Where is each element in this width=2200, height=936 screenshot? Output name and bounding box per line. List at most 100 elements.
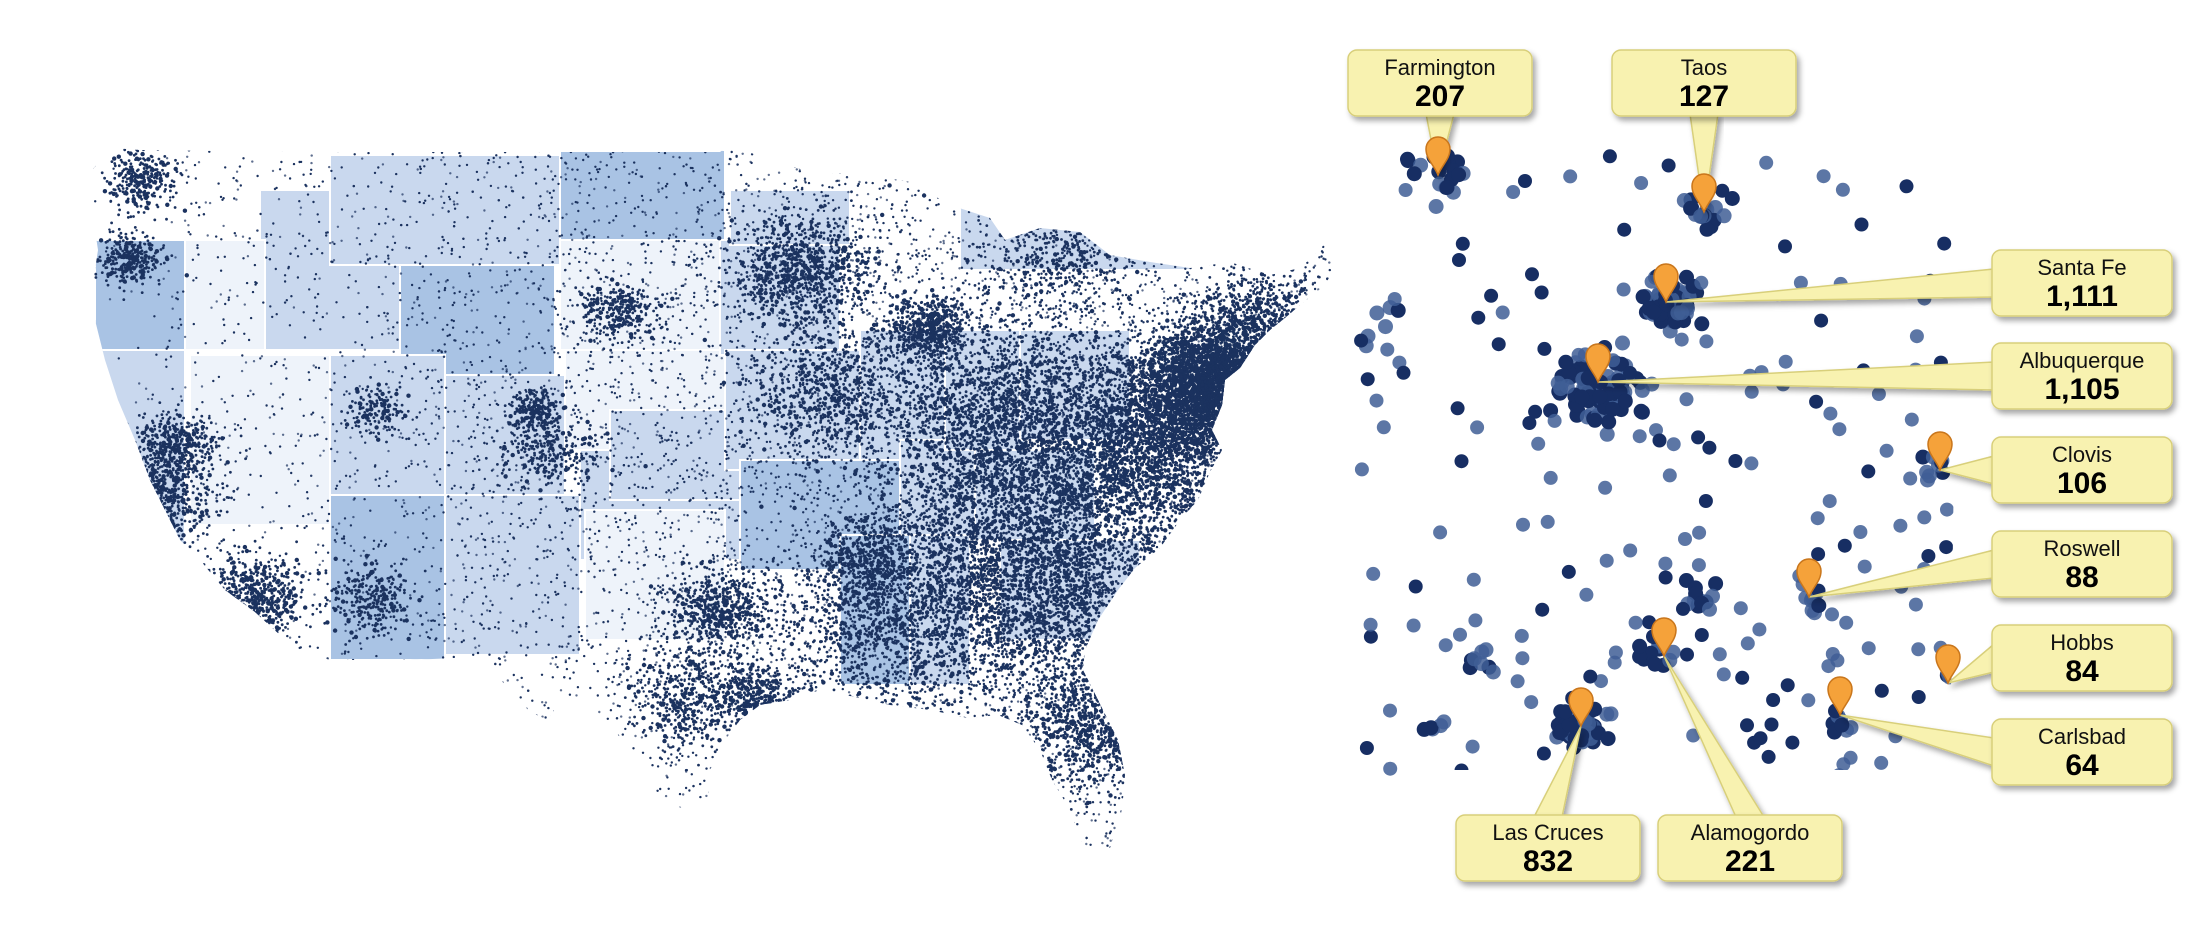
point-dot: [1280, 433, 1284, 436]
point-dot: [1265, 380, 1268, 384]
point-dot: [1264, 415, 1269, 420]
point-dot: [1247, 378, 1253, 383]
point-dot: [1230, 389, 1233, 393]
point-dot: [1222, 387, 1226, 390]
point-dot: [1166, 312, 1169, 316]
point-dot: [1251, 372, 1254, 375]
point-dot: [1247, 396, 1252, 402]
point-dot: [1231, 430, 1235, 434]
point-dot: [1240, 403, 1243, 407]
point-dot: [1203, 409, 1206, 413]
point-dot: [1286, 337, 1290, 341]
point-dot: [1264, 406, 1267, 410]
point-dot: [1231, 387, 1237, 392]
point-dot: [1272, 349, 1275, 353]
point-dot: [1268, 417, 1271, 421]
point-dot: [1253, 402, 1257, 406]
point-dot: [1241, 395, 1245, 399]
point-dot: [1237, 432, 1241, 436]
point-dot: [1253, 382, 1256, 386]
point-dot: [1232, 457, 1238, 463]
point-dot: [1228, 411, 1232, 415]
point-dot: [1228, 388, 1234, 394]
point-dot: [1283, 361, 1287, 365]
point-dot: [1185, 364, 1189, 367]
point-dot: [1250, 360, 1254, 363]
point-dot: [1288, 406, 1292, 410]
point-dot: [1256, 365, 1260, 369]
point-dot: [1253, 404, 1257, 408]
point-dot: [1229, 403, 1233, 406]
point-dot: [1229, 383, 1233, 387]
point-dot: [1257, 377, 1261, 381]
point-dot: [1157, 322, 1161, 325]
point-dot: [1272, 469, 1276, 473]
point-dot: [1279, 399, 1282, 403]
point-dot: [1279, 387, 1283, 390]
point-dot: [1245, 386, 1249, 390]
point-dot: [1239, 394, 1242, 398]
point-dot: [1295, 416, 1299, 420]
point-dot: [1230, 392, 1233, 396]
point-dot: [1222, 425, 1226, 428]
point-dot: [1245, 395, 1249, 399]
point-dot: [1286, 358, 1289, 362]
point-dot: [1230, 398, 1233, 402]
point-dot: [1254, 420, 1260, 425]
point-dot: [1280, 409, 1284, 413]
point-dot: [1241, 376, 1246, 382]
point-dot: [1255, 346, 1258, 349]
point-dot: [1222, 373, 1226, 377]
point-dot: [1133, 382, 1136, 386]
point-dot: [1225, 405, 1229, 408]
point-dot: [1255, 408, 1259, 412]
point-dot: [1276, 417, 1280, 421]
point-dot: [1256, 455, 1262, 460]
point-dot: [1268, 373, 1272, 376]
point-dot: [1225, 379, 1228, 383]
point-dot: [1225, 398, 1229, 402]
point-dot: [1257, 408, 1261, 411]
point-dot: [1295, 356, 1301, 361]
point-dot: [1285, 380, 1288, 384]
point-dot: [1257, 404, 1261, 408]
point-dot: [1214, 501, 1219, 506]
point-dot: [1253, 364, 1256, 367]
point-dot: [1261, 343, 1266, 348]
point-dot: [1240, 383, 1244, 387]
point-dot: [1231, 477, 1235, 480]
point-dot: [1225, 399, 1231, 405]
point-dot: [1239, 413, 1243, 416]
point-dot: [1267, 485, 1270, 488]
point-dot: [1249, 430, 1253, 433]
point-dot: [1260, 473, 1263, 477]
point-dot: [1247, 356, 1250, 360]
point-dot: [1230, 399, 1233, 403]
point-dot: [1232, 481, 1238, 486]
point-dot: [1251, 396, 1255, 400]
point-dot: [1262, 391, 1266, 394]
point-dot: [1228, 422, 1232, 425]
point-dot: [1213, 482, 1217, 485]
point-dot: [1216, 418, 1220, 422]
point-dot: [1239, 377, 1243, 381]
point-dot: [1235, 381, 1239, 384]
point-dot: [1245, 369, 1249, 373]
point-dot: [1223, 475, 1227, 479]
point-dot: [1255, 471, 1259, 474]
point-dot: [1265, 359, 1269, 362]
point-dot: [1237, 454, 1241, 458]
point-dot: [1240, 376, 1243, 379]
point-dot: [1253, 361, 1256, 365]
point-dot: [1269, 413, 1273, 417]
point-dot: [1238, 373, 1243, 378]
point-dot: [1124, 375, 1127, 379]
point-dot: [1257, 389, 1261, 393]
point-dot: [1228, 398, 1231, 402]
point-dot: [1257, 379, 1261, 382]
point-dot: [1268, 353, 1272, 357]
point-dot: [1261, 393, 1265, 397]
point-dot: [1233, 517, 1236, 521]
point-dot: [1232, 405, 1236, 409]
point-dot: [1229, 390, 1233, 393]
